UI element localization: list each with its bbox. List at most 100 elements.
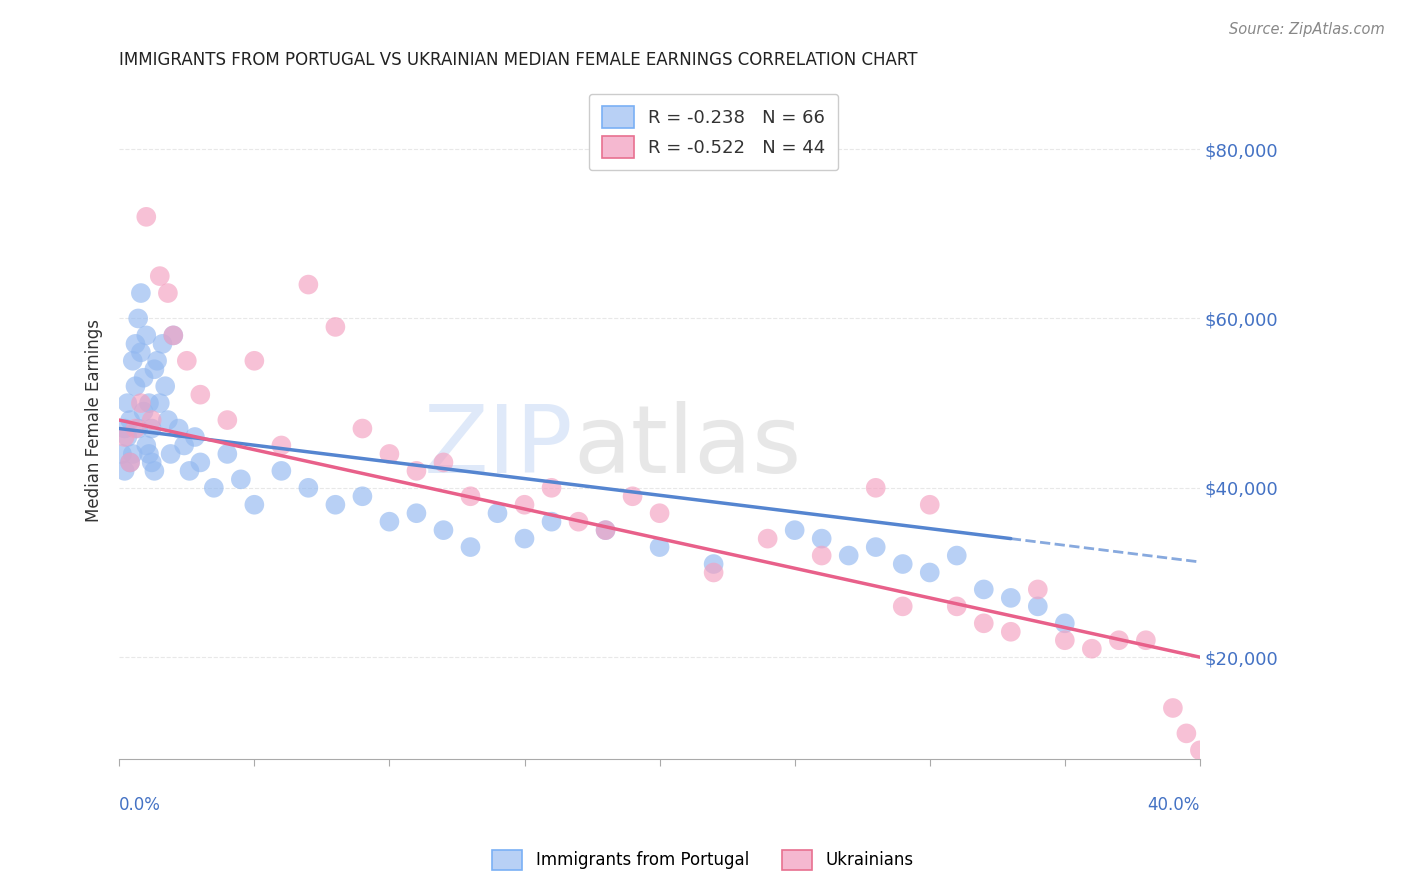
Point xyxy=(114,464,136,478)
Point xyxy=(120,455,142,469)
Point xyxy=(135,438,157,452)
Point xyxy=(114,430,136,444)
Text: 40.0%: 40.0% xyxy=(1147,796,1199,814)
Point xyxy=(120,455,142,469)
Point xyxy=(1135,633,1157,648)
Point xyxy=(1000,624,1022,639)
Point xyxy=(124,336,146,351)
Point xyxy=(129,396,152,410)
Point xyxy=(513,498,536,512)
Point xyxy=(117,396,139,410)
Point xyxy=(945,549,967,563)
Point xyxy=(243,353,266,368)
Point xyxy=(378,515,401,529)
Point xyxy=(352,421,374,435)
Point xyxy=(432,523,454,537)
Point xyxy=(756,532,779,546)
Point xyxy=(648,540,671,554)
Point xyxy=(865,540,887,554)
Text: ZIP: ZIP xyxy=(423,401,574,493)
Point xyxy=(1026,582,1049,597)
Point xyxy=(540,481,562,495)
Point xyxy=(1175,726,1198,740)
Point xyxy=(132,370,155,384)
Point xyxy=(460,540,482,554)
Point xyxy=(188,455,211,469)
Point xyxy=(141,455,163,469)
Point xyxy=(179,464,201,478)
Point xyxy=(595,523,617,537)
Point xyxy=(405,464,427,478)
Point xyxy=(1026,599,1049,614)
Point xyxy=(121,447,143,461)
Point xyxy=(152,336,174,351)
Point xyxy=(243,498,266,512)
Point xyxy=(217,413,239,427)
Point xyxy=(703,566,725,580)
Point xyxy=(138,396,160,410)
Point xyxy=(143,464,166,478)
Point xyxy=(891,557,914,571)
Point xyxy=(1053,616,1076,631)
Point xyxy=(432,455,454,469)
Point xyxy=(117,430,139,444)
Point xyxy=(229,472,252,486)
Point xyxy=(945,599,967,614)
Point xyxy=(156,413,179,427)
Point xyxy=(124,421,146,435)
Point xyxy=(173,438,195,452)
Point xyxy=(124,379,146,393)
Point xyxy=(129,286,152,301)
Point xyxy=(891,599,914,614)
Point xyxy=(513,532,536,546)
Point xyxy=(486,506,509,520)
Point xyxy=(156,286,179,301)
Point xyxy=(648,506,671,520)
Point xyxy=(121,353,143,368)
Point xyxy=(167,421,190,435)
Legend: R = -0.238   N = 66, R = -0.522   N = 44: R = -0.238 N = 66, R = -0.522 N = 44 xyxy=(589,94,838,170)
Point xyxy=(405,506,427,520)
Point xyxy=(202,481,225,495)
Point xyxy=(325,319,347,334)
Point xyxy=(141,421,163,435)
Point xyxy=(838,549,860,563)
Point xyxy=(918,566,941,580)
Point xyxy=(188,387,211,401)
Point xyxy=(460,489,482,503)
Point xyxy=(184,430,207,444)
Point xyxy=(567,515,589,529)
Text: Source: ZipAtlas.com: Source: ZipAtlas.com xyxy=(1229,22,1385,37)
Text: atlas: atlas xyxy=(574,401,801,493)
Text: 0.0%: 0.0% xyxy=(120,796,162,814)
Point xyxy=(918,498,941,512)
Point xyxy=(153,379,176,393)
Point xyxy=(146,353,169,368)
Point xyxy=(297,277,319,292)
Point xyxy=(540,515,562,529)
Legend: Immigrants from Portugal, Ukrainians: Immigrants from Portugal, Ukrainians xyxy=(485,843,921,877)
Point xyxy=(127,421,149,435)
Point xyxy=(783,523,806,537)
Point xyxy=(159,447,181,461)
Point xyxy=(270,464,292,478)
Point xyxy=(595,523,617,537)
Point xyxy=(621,489,644,503)
Point xyxy=(810,549,832,563)
Point xyxy=(1108,633,1130,648)
Point xyxy=(217,447,239,461)
Point xyxy=(1000,591,1022,605)
Point xyxy=(127,311,149,326)
Point xyxy=(162,328,184,343)
Point xyxy=(138,447,160,461)
Point xyxy=(865,481,887,495)
Point xyxy=(297,481,319,495)
Point xyxy=(162,328,184,343)
Point xyxy=(143,362,166,376)
Point xyxy=(176,353,198,368)
Point xyxy=(111,447,134,461)
Point xyxy=(149,396,172,410)
Point xyxy=(120,413,142,427)
Point xyxy=(132,404,155,418)
Point xyxy=(1081,641,1104,656)
